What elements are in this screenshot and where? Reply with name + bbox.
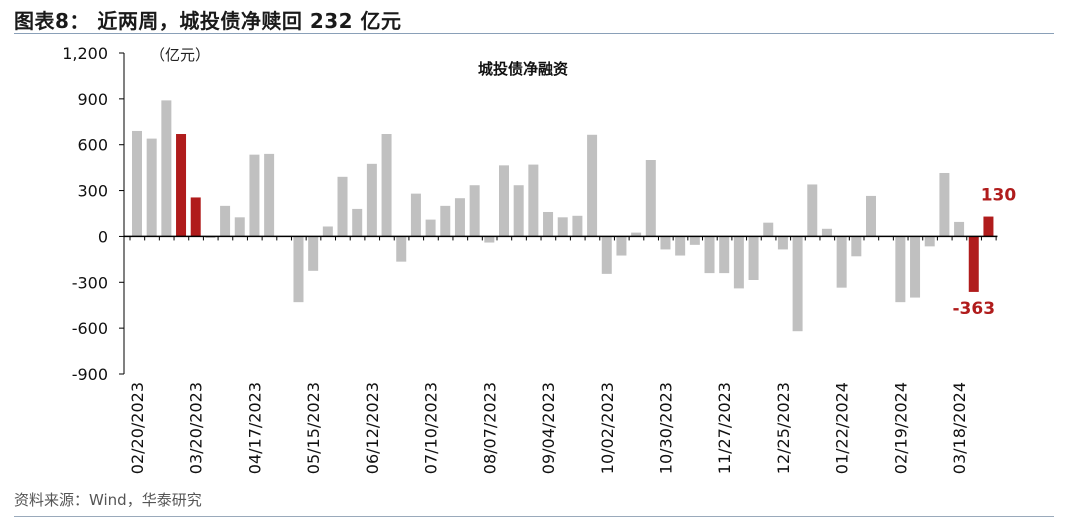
bar xyxy=(792,236,803,332)
zero-axis xyxy=(124,235,998,241)
x-tick-label: 03/18/2024 xyxy=(950,382,969,474)
bar xyxy=(733,236,744,289)
bottom-rule xyxy=(14,516,1054,517)
bar xyxy=(499,165,509,237)
highlight-bar xyxy=(176,134,187,237)
x-tick-label: 10/30/2023 xyxy=(656,382,675,474)
x-tick-label: 10/02/2023 xyxy=(598,382,617,474)
bar xyxy=(616,236,627,256)
data-label: 130 xyxy=(981,186,1017,206)
bar xyxy=(748,236,759,280)
bar xyxy=(513,185,524,237)
highlight-bar xyxy=(968,236,979,292)
x-tick-label: 02/19/2024 xyxy=(891,382,910,474)
y-tick-label: 600 xyxy=(77,136,108,155)
bar xyxy=(396,236,407,262)
bar xyxy=(425,219,436,237)
chart-title: 城投债净融资 xyxy=(478,60,569,78)
y-tick-label: -600 xyxy=(72,319,108,338)
bar xyxy=(851,236,862,257)
source-note: 资料来源：Wind，华泰研究 xyxy=(14,491,202,509)
bar xyxy=(381,134,392,237)
bar xyxy=(601,236,612,274)
data-label: -363 xyxy=(952,299,995,319)
bar xyxy=(660,236,671,250)
data-labels: -363 130 xyxy=(952,186,1016,319)
y-tick-label: -300 xyxy=(72,273,108,292)
figure-title: 图表8： 近两周，城投债净赎回 232 亿元 xyxy=(14,9,402,33)
bar xyxy=(631,232,642,237)
bar xyxy=(337,176,348,237)
x-tick-label: 02/20/2023 xyxy=(128,382,147,474)
bar xyxy=(249,154,260,237)
bar xyxy=(675,236,686,256)
bar xyxy=(939,172,950,237)
y-tick-label: 0 xyxy=(98,227,108,246)
x-tick-label: 04/17/2023 xyxy=(245,382,264,474)
bar xyxy=(821,228,832,237)
bar xyxy=(146,138,157,237)
bars xyxy=(132,100,994,332)
bar xyxy=(763,222,774,237)
x-tick-label: 12/25/2023 xyxy=(774,382,793,474)
y-tick-label: 1,200 xyxy=(62,44,108,63)
title-rule xyxy=(14,33,1054,34)
highlight-bar xyxy=(190,197,201,237)
bar xyxy=(352,208,363,237)
x-tick-label: 09/04/2023 xyxy=(539,382,558,474)
x-tick-label: 03/20/2023 xyxy=(187,382,206,474)
bar xyxy=(719,236,730,274)
y-tick-label: -900 xyxy=(72,365,108,384)
unit-label: （亿元） xyxy=(150,46,211,64)
bar xyxy=(895,236,906,303)
bar xyxy=(543,211,554,237)
bar xyxy=(954,221,965,237)
bar xyxy=(132,130,142,237)
bar xyxy=(454,198,465,237)
bar xyxy=(645,160,656,237)
bar xyxy=(220,205,231,237)
x-tick-label: 08/07/2023 xyxy=(480,382,499,474)
bar xyxy=(322,226,333,237)
bar xyxy=(777,236,788,250)
bar xyxy=(836,236,847,288)
bar xyxy=(440,205,451,237)
bar xyxy=(308,236,319,271)
x-tick-label: 06/12/2023 xyxy=(363,382,382,474)
highlight-bar xyxy=(983,216,994,237)
x-tick-label: 05/15/2023 xyxy=(304,382,323,474)
bar xyxy=(587,134,598,237)
y-tick-label: 300 xyxy=(77,182,108,201)
bar xyxy=(293,236,304,303)
bar xyxy=(410,193,421,237)
x-tick-label: 07/10/2023 xyxy=(422,382,441,474)
x-tick-label: 11/27/2023 xyxy=(715,382,734,474)
bar xyxy=(689,236,700,245)
bar xyxy=(866,195,876,237)
bar xyxy=(205,236,216,238)
bar xyxy=(557,217,568,237)
bar xyxy=(484,236,495,243)
y-axis: 1,200 900 600 300 0 -300 -600 -900 xyxy=(62,44,125,384)
y-tick-label: 900 xyxy=(77,90,108,109)
bar xyxy=(910,236,921,298)
bar xyxy=(234,217,245,237)
bar xyxy=(366,163,377,237)
x-axis-labels: 02/20/2023 03/20/2023 04/17/2023 05/15/2023… xyxy=(128,382,969,474)
bar xyxy=(528,164,539,237)
bar xyxy=(469,185,480,237)
bar xyxy=(807,184,818,237)
x-tick-label: 01/22/2024 xyxy=(833,382,852,474)
bar xyxy=(924,236,935,247)
bar xyxy=(264,153,275,237)
bar xyxy=(704,236,715,274)
bar xyxy=(161,100,172,237)
bar xyxy=(572,215,583,237)
